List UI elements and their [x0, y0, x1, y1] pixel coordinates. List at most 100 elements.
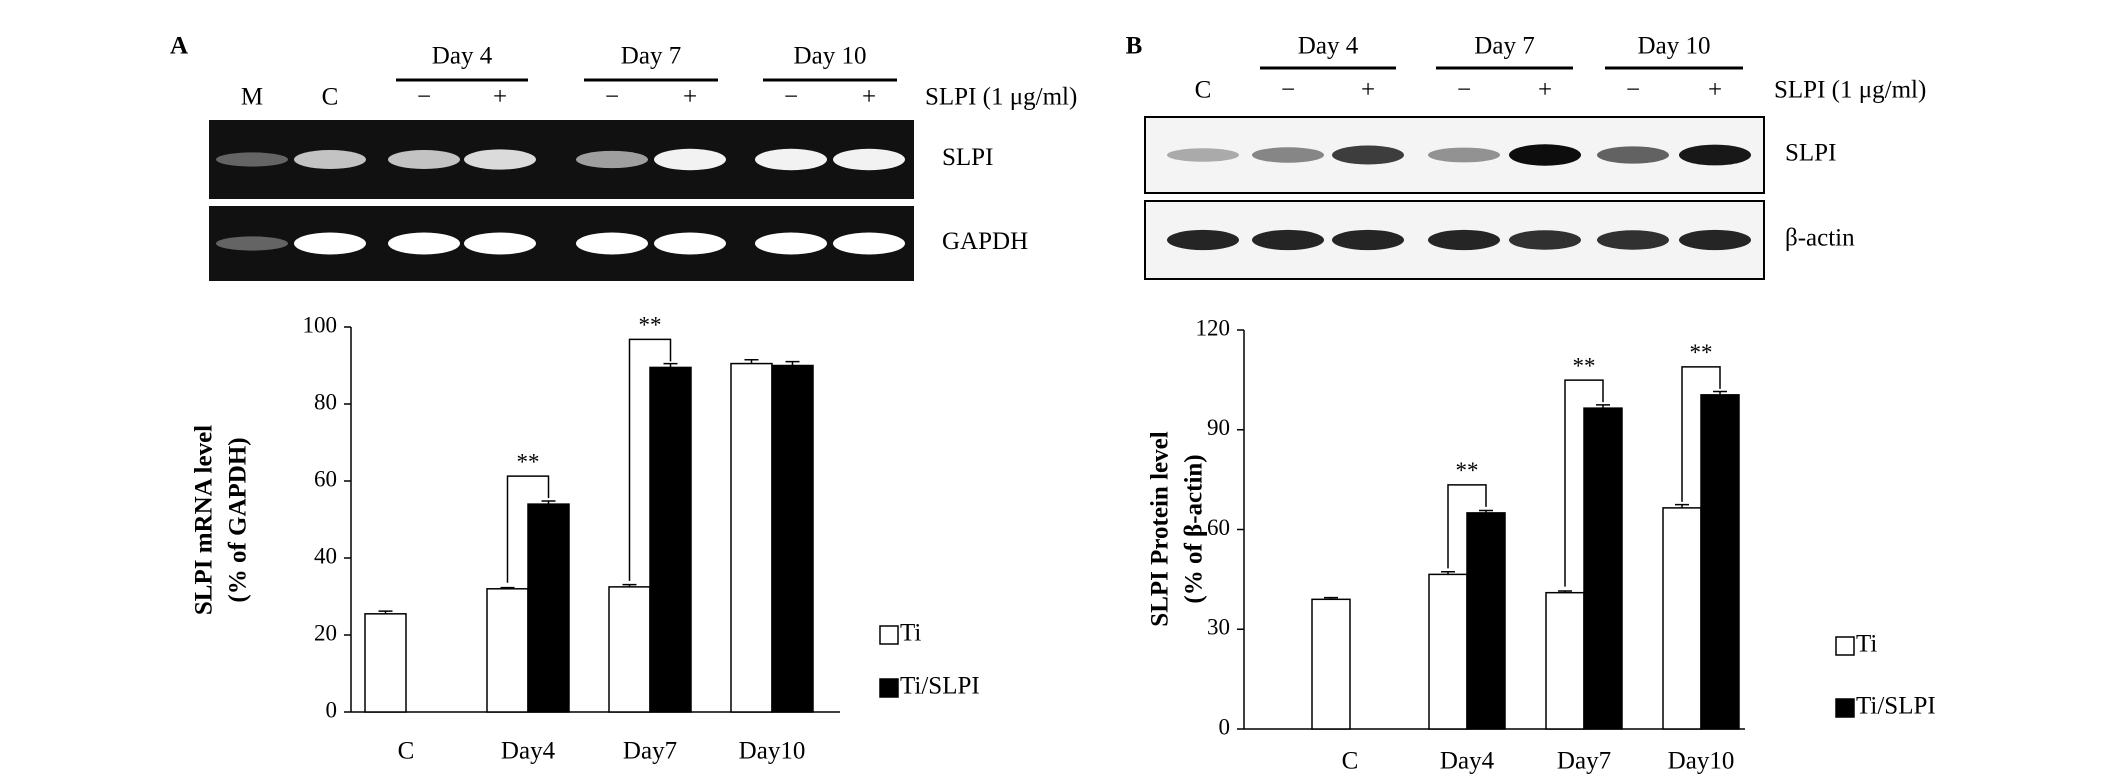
x-tick-label: Day7 [1557, 748, 1611, 775]
bar [527, 503, 570, 713]
legend-swatch [1835, 698, 1855, 718]
bar [1662, 507, 1702, 730]
y-axis-label: (% of β-actin) [1181, 454, 1208, 603]
band [216, 152, 288, 167]
error-bar [378, 610, 393, 614]
band [1597, 146, 1669, 164]
band [294, 150, 366, 169]
row-label: GAPDH [942, 228, 1028, 255]
lane-label: + [1708, 77, 1722, 104]
error-bar [1713, 390, 1727, 395]
y-tick-label: 120 [1196, 315, 1231, 340]
band [755, 148, 827, 171]
y-tick-label: 20 [314, 620, 337, 645]
band [1597, 230, 1669, 250]
legend-swatch [879, 625, 899, 645]
y-tick-label: 60 [1207, 515, 1230, 540]
y-axis-label: SLPI Protein level [1147, 431, 1174, 626]
band [388, 150, 460, 169]
lane-label: − [784, 84, 798, 111]
band [216, 236, 288, 251]
legend-swatch [879, 678, 899, 698]
error-bar [1675, 503, 1689, 508]
legend-label: Ti [900, 620, 921, 647]
bar [1428, 573, 1468, 730]
lane-label: − [1457, 77, 1471, 104]
x-tick-label: C [398, 738, 415, 765]
band [388, 232, 460, 255]
band [654, 232, 726, 255]
significance-bracket [1564, 379, 1604, 587]
error-bar [622, 583, 637, 587]
significance-bracket [628, 338, 672, 581]
x-tick-label: Day7 [623, 738, 677, 765]
y-tick-label: 0 [326, 697, 338, 722]
bar [608, 586, 651, 713]
band [1252, 229, 1324, 251]
legend-label: Ti/SLPI [900, 673, 980, 700]
row-label: β-actin [1785, 225, 1855, 252]
y-axis-label: (% of GAPDH) [225, 437, 252, 602]
bar [486, 588, 529, 713]
x-tick-label: C [1342, 748, 1359, 775]
band [464, 232, 536, 255]
group-label: Day 10 [1638, 33, 1711, 60]
significance-bracket [506, 475, 550, 583]
error-bar [1441, 570, 1455, 575]
lane-label: + [683, 84, 697, 111]
bar [364, 613, 407, 713]
lane-label: M [241, 84, 263, 111]
error-bar [1324, 596, 1338, 600]
y-tick-label: 100 [303, 312, 338, 337]
significance-label: ** [1573, 353, 1596, 378]
band [1428, 229, 1500, 251]
error-bar [541, 500, 556, 505]
y-tick-label: 60 [314, 466, 337, 491]
lane-label: − [1281, 77, 1295, 104]
significance-label: ** [517, 449, 540, 474]
lane-label: + [862, 84, 876, 111]
band [833, 148, 905, 171]
significance-label: ** [639, 313, 662, 338]
row-label: SLPI [942, 144, 993, 171]
bar [1466, 512, 1506, 730]
band [1332, 229, 1404, 251]
group-label: Day 10 [794, 43, 867, 70]
legend-swatch [1835, 636, 1855, 656]
group-label: Day 7 [621, 43, 681, 70]
bar [1700, 394, 1740, 730]
bar [1583, 407, 1623, 730]
treatment-label: SLPI (1 μg/ml) [1774, 77, 1926, 104]
x-tick-label: Day10 [1668, 748, 1735, 775]
band [833, 232, 905, 255]
error-bar [1479, 509, 1493, 513]
error-bar [785, 360, 800, 366]
y-tick-label: 90 [1207, 415, 1230, 440]
bar [1545, 591, 1585, 730]
y-tick-label: 30 [1207, 615, 1230, 640]
lane-label: C [1195, 77, 1212, 104]
band [1252, 147, 1324, 163]
y-tick-label: 0 [1219, 714, 1231, 739]
row-label: SLPI [1785, 140, 1836, 167]
lane-label: + [1538, 77, 1552, 104]
x-tick-label: Day4 [501, 738, 556, 765]
significance-label: ** [1456, 458, 1479, 483]
significance-bracket [1447, 484, 1487, 569]
y-axis-label: SLPI mRNA level [191, 425, 218, 615]
band [576, 232, 648, 255]
panel-label: A [170, 33, 188, 60]
band [1332, 145, 1404, 165]
group-label: Day 4 [1298, 33, 1359, 60]
lane-label: − [605, 84, 619, 111]
lane-label: + [1361, 77, 1375, 104]
band [1679, 229, 1751, 251]
treatment-label: SLPI (1 μg/ml) [925, 84, 1077, 111]
significance-label: ** [1690, 340, 1713, 365]
band [576, 150, 648, 169]
significance-bracket [1681, 366, 1721, 502]
lane-label: − [1626, 77, 1640, 104]
lane-label: + [493, 84, 507, 111]
x-tick-label: Day10 [739, 738, 806, 765]
